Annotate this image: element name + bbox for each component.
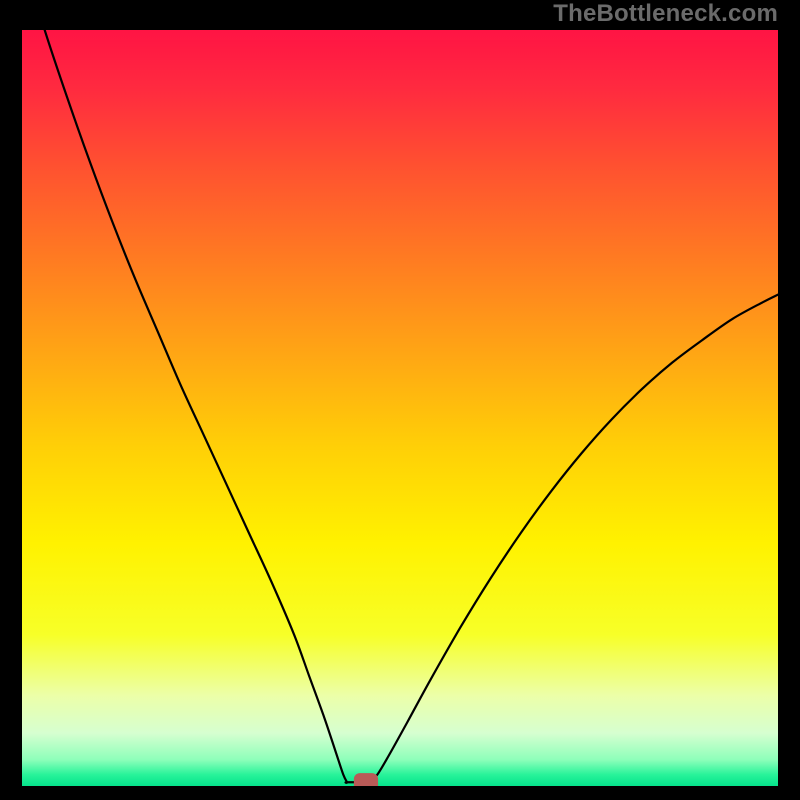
plot-area xyxy=(22,30,778,786)
optimal-marker xyxy=(354,773,378,786)
watermark-text: TheBottleneck.com xyxy=(553,0,778,28)
curve-layer xyxy=(22,30,778,786)
bottleneck-curve xyxy=(22,30,778,783)
chart-frame: TheBottleneck.com xyxy=(0,0,800,800)
